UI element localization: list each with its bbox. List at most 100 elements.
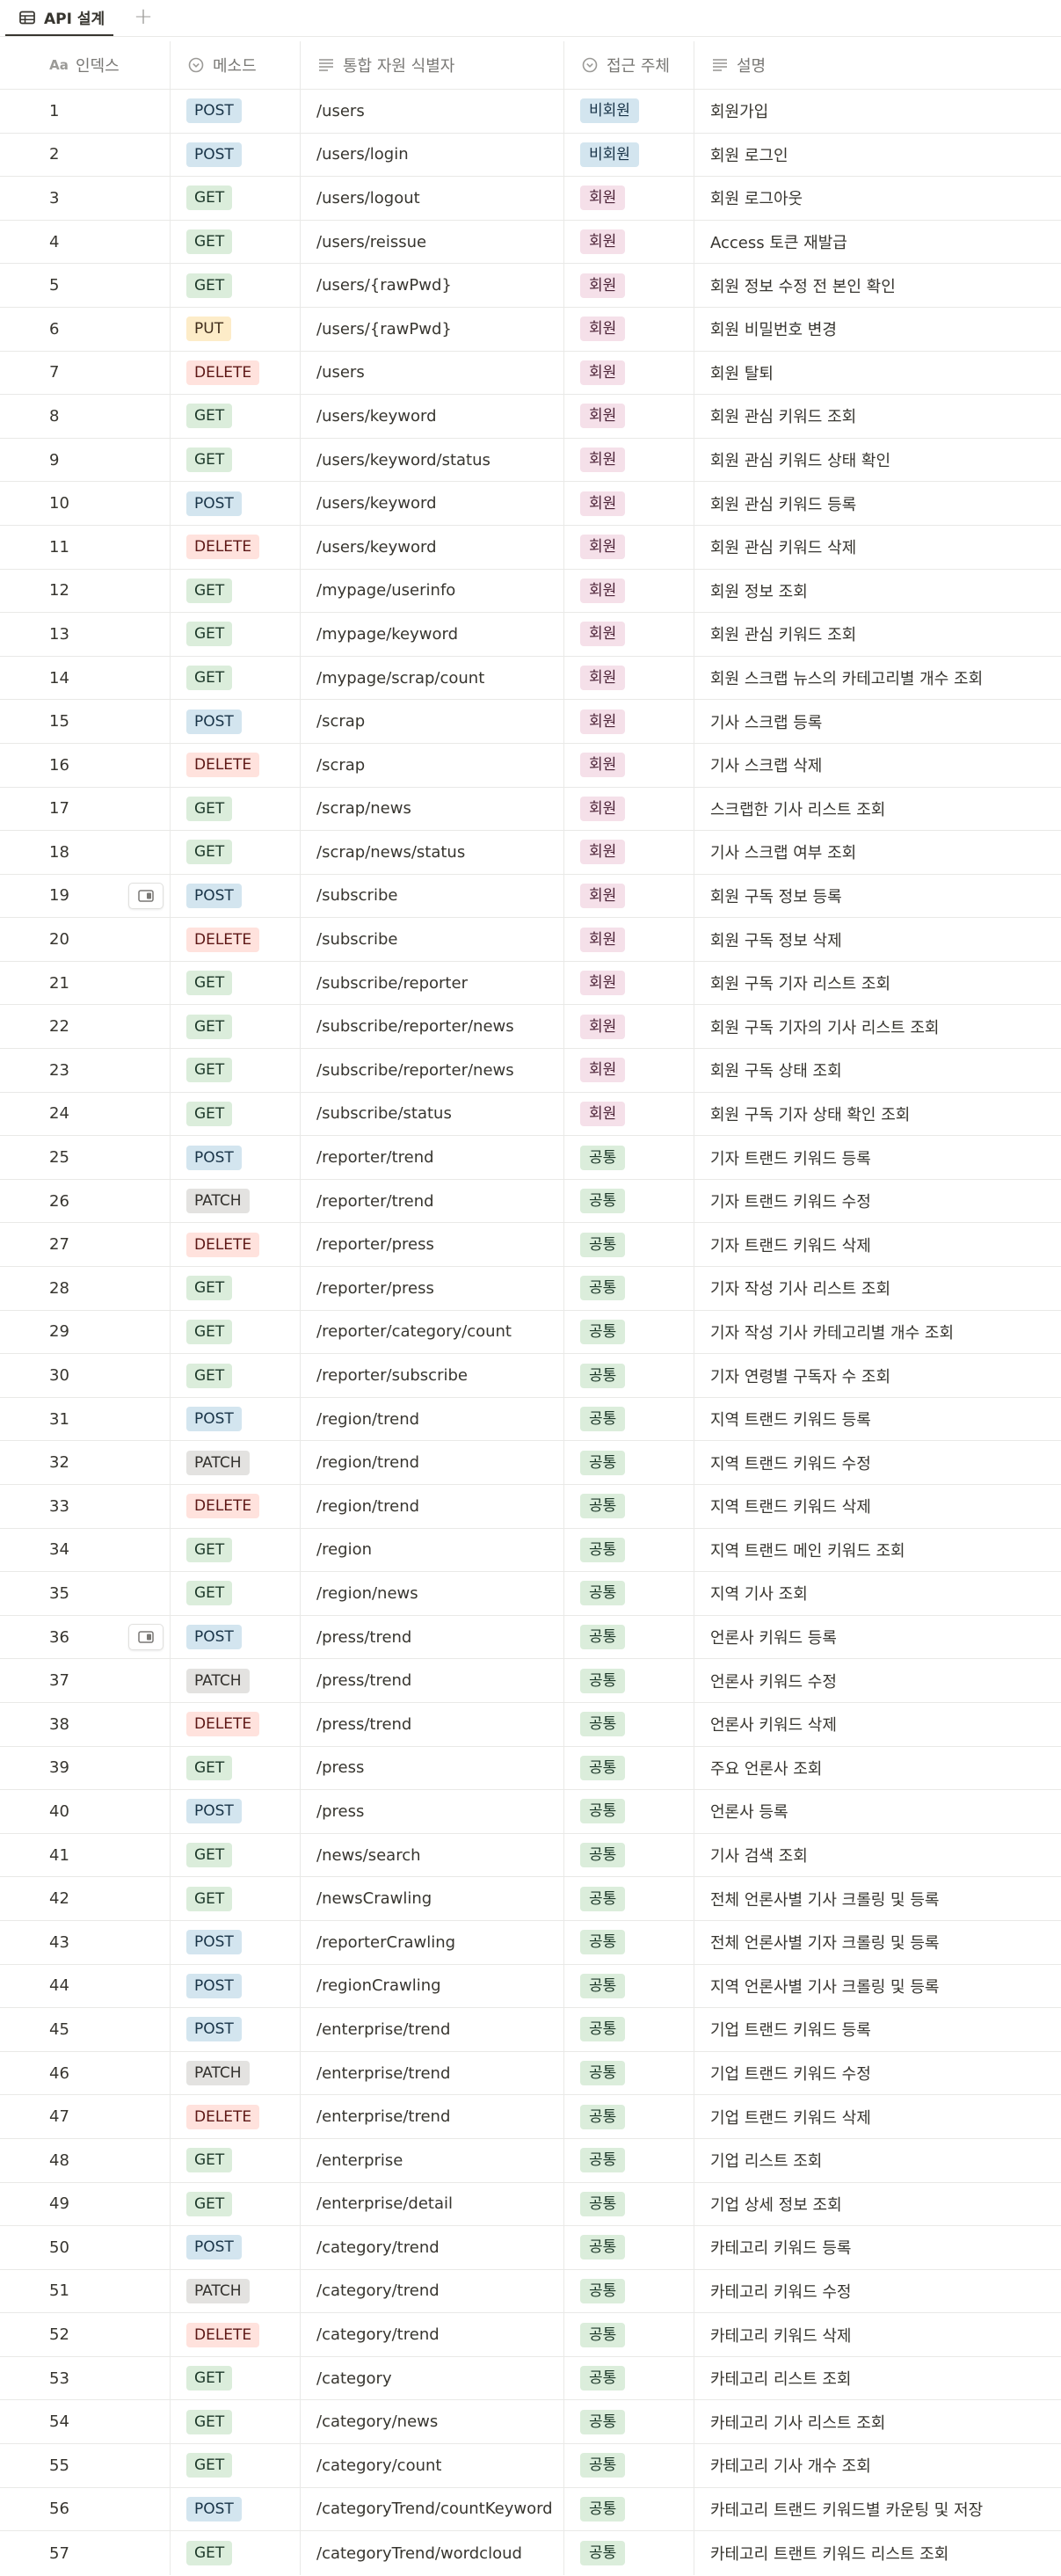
index-cell[interactable]: 38 <box>33 1702 171 1746</box>
method-cell[interactable]: POST <box>171 482 301 525</box>
table-row[interactable]: 30 GET/reporter/subscribe 공통 기자 연령별 구독자 수 조… <box>0 1354 1061 1398</box>
method-cell[interactable]: GET <box>171 613 301 656</box>
method-cell[interactable]: POST <box>171 133 301 177</box>
add-view-button[interactable]: + <box>134 4 153 30</box>
uri-cell[interactable]: /reporter/press <box>301 1267 564 1310</box>
description-cell[interactable]: 카테고리 키워드 등록 <box>694 2226 1061 2269</box>
uri-cell[interactable]: /region <box>301 1528 564 1572</box>
uri-cell[interactable]: /users/keyword <box>301 395 564 438</box>
index-cell[interactable]: 27 <box>33 1223 171 1267</box>
uri-cell[interactable]: /press/trend <box>301 1659 564 1702</box>
access-cell[interactable]: 공통 <box>564 1310 694 1354</box>
table-row[interactable]: 8 GET/users/keyword 회원 회원 관심 키워드 조회 <box>0 395 1061 439</box>
table-row[interactable]: 40 POST/press 공통 언론사 등록 <box>0 1790 1061 1834</box>
table-row[interactable]: 53 GET/category 공통 카테고리 리스트 조회 <box>0 2356 1061 2401</box>
index-cell[interactable]: 43 <box>33 1920 171 1964</box>
access-cell[interactable]: 비회원 <box>564 90 694 133</box>
table-row[interactable]: 47 DELETE/enterprise/trend 공통 기업 트랜드 키워드 삭제 <box>0 2095 1061 2139</box>
uri-cell[interactable]: /region/trend <box>301 1441 564 1484</box>
uri-cell[interactable]: /subscribe <box>301 918 564 961</box>
table-row[interactable]: 19 POST/subscribe 회원 회원 구독 정보 등록 <box>0 874 1061 919</box>
uri-cell[interactable]: /region/trend <box>301 1485 564 1528</box>
uri-cell[interactable]: /press/trend <box>301 1615 564 1659</box>
method-cell[interactable]: PATCH <box>171 2051 301 2095</box>
description-cell[interactable]: 회원 구독 상태 조회 <box>694 1049 1061 1092</box>
access-cell[interactable]: 회원 <box>564 1049 694 1092</box>
description-cell[interactable]: 카테고리 키워드 삭제 <box>694 2313 1061 2356</box>
index-cell[interactable]: 46 <box>33 2051 171 2095</box>
index-cell[interactable]: 3 <box>33 177 171 220</box>
method-cell[interactable]: POST <box>171 1790 301 1833</box>
table-row[interactable]: 51 PATCH/category/trend 공통 카테고리 키워드 수정 <box>0 2269 1061 2314</box>
table-row[interactable]: 11 DELETE/users/keyword 회원 회원 관심 키워드 삭제 <box>0 525 1061 570</box>
access-cell[interactable]: 회원 <box>564 656 694 700</box>
table-row[interactable]: 24 GET/subscribe/status 회원 회원 구독 기자 상태 확인 조… <box>0 1092 1061 1137</box>
table-row[interactable]: 32 PATCH/region/trend 공통 지역 트랜드 키워드 수정 <box>0 1441 1061 1485</box>
method-cell[interactable]: GET <box>171 1833 301 1877</box>
description-cell[interactable]: 기자 작성 기사 리스트 조회 <box>694 1267 1061 1310</box>
access-cell[interactable]: 공통 <box>564 1702 694 1746</box>
description-cell[interactable]: 회원 구독 정보 삭제 <box>694 918 1061 961</box>
description-cell[interactable]: 카테고리 트랜드 키워드별 카운팅 및 저장 <box>694 2488 1061 2531</box>
uri-cell[interactable]: /category/news <box>301 2400 564 2444</box>
access-cell[interactable]: 회원 <box>564 177 694 220</box>
method-cell[interactable]: POST <box>171 1397 301 1441</box>
index-cell[interactable]: 37 <box>33 1659 171 1702</box>
method-cell[interactable]: GET <box>171 220 301 264</box>
index-cell[interactable]: 11 <box>33 525 171 569</box>
uri-cell[interactable]: /reporter/press <box>301 1223 564 1267</box>
method-cell[interactable]: DELETE <box>171 743 301 787</box>
description-cell[interactable]: 기업 상세 정보 조회 <box>694 2183 1061 2226</box>
index-cell[interactable]: 17 <box>33 787 171 831</box>
index-cell[interactable]: 55 <box>33 2444 171 2487</box>
access-cell[interactable]: 회원 <box>564 307 694 351</box>
access-cell[interactable]: 회원 <box>564 961 694 1005</box>
table-row[interactable]: 46 PATCH/enterprise/trend 공통 기업 트랜드 키워드 수정 <box>0 2051 1061 2096</box>
description-cell[interactable]: 언론사 키워드 등록 <box>694 1616 1061 1659</box>
table-row[interactable]: 36 POST/press/trend 공통 언론사 키워드 등록 <box>0 1615 1061 1660</box>
method-cell[interactable]: GET <box>171 264 301 307</box>
description-cell[interactable]: 기업 트랜드 키워드 삭제 <box>694 2095 1061 2138</box>
uri-cell[interactable]: /reporter/trend <box>301 1179 564 1223</box>
description-cell[interactable]: 기사 스크랩 삭제 <box>694 744 1061 787</box>
description-cell[interactable]: 지역 기사 조회 <box>694 1572 1061 1615</box>
uri-cell[interactable]: /users <box>301 351 564 395</box>
index-cell[interactable]: 47 <box>33 2095 171 2138</box>
uri-cell[interactable]: /users/reissue <box>301 220 564 264</box>
index-cell[interactable]: 49 <box>33 2182 171 2226</box>
method-cell[interactable]: POST <box>171 874 301 918</box>
access-cell[interactable]: 공통 <box>564 1397 694 1441</box>
index-cell[interactable]: 31 <box>33 1397 171 1441</box>
table-row[interactable]: 12 GET/mypage/userinfo 회원 회원 정보 조회 <box>0 569 1061 614</box>
index-cell[interactable]: 13 <box>33 613 171 656</box>
access-cell[interactable]: 회원 <box>564 569 694 613</box>
description-cell[interactable]: 전체 언론사별 기사 크롤링 및 등록 <box>694 1877 1061 1920</box>
uri-cell[interactable]: /reporter/subscribe <box>301 1354 564 1397</box>
table-row[interactable]: 33 DELETE/region/trend 공통 지역 트랜드 키워드 삭제 <box>0 1485 1061 1529</box>
description-cell[interactable]: 지역 트랜드 키워드 삭제 <box>694 1485 1061 1528</box>
uri-cell[interactable]: /users/{rawPwd} <box>301 264 564 307</box>
uri-cell[interactable]: /category/count <box>301 2444 564 2487</box>
access-cell[interactable]: 공통 <box>564 2269 694 2313</box>
uri-cell[interactable]: /category <box>301 2356 564 2400</box>
uri-cell[interactable]: /scrap <box>301 700 564 743</box>
method-cell[interactable]: GET <box>171 1354 301 1397</box>
method-cell[interactable]: GET <box>171 1310 301 1354</box>
uri-cell[interactable]: /subscribe/status <box>301 1092 564 1136</box>
column-header-uri[interactable]: 통합 자원 식별자 <box>301 41 564 89</box>
column-header-method[interactable]: 메소드 <box>171 41 301 89</box>
index-cell[interactable]: 18 <box>33 831 171 874</box>
uri-cell[interactable]: /users/{rawPwd} <box>301 307 564 351</box>
uri-cell[interactable]: /scrap/news/status <box>301 831 564 874</box>
access-cell[interactable]: 공통 <box>564 1920 694 1964</box>
index-cell[interactable]: 25 <box>33 1136 171 1179</box>
method-cell[interactable]: GET <box>171 2531 301 2575</box>
method-cell[interactable]: GET <box>171 961 301 1005</box>
description-cell[interactable]: 언론사 키워드 수정 <box>694 1659 1061 1702</box>
description-cell[interactable]: 회원 관심 키워드 등록 <box>694 482 1061 525</box>
description-cell[interactable]: 기업 트랜드 키워드 등록 <box>694 2008 1061 2051</box>
access-cell[interactable]: 회원 <box>564 613 694 656</box>
uri-cell[interactable]: /enterprise/trend <box>301 2095 564 2138</box>
method-cell[interactable]: GET <box>171 787 301 831</box>
uri-cell[interactable]: /news/search <box>301 1833 564 1877</box>
